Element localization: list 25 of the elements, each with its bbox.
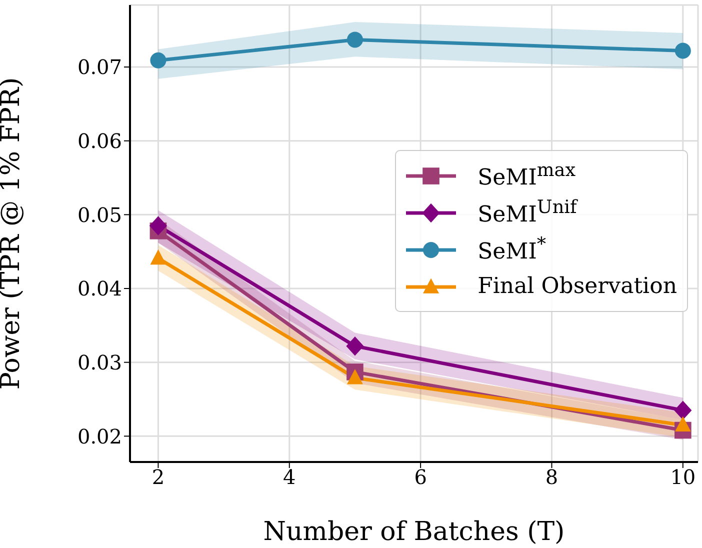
x-tick-label: 10: [670, 465, 696, 490]
point: [150, 249, 166, 265]
legend-label: SeMI$^{max}$: [478, 160, 576, 191]
x-tick-label: 6: [414, 465, 427, 490]
x-tick-label: 8: [545, 465, 558, 490]
x-axis-title: Number of Batches (T): [263, 517, 565, 547]
legend-label: SeMI$^{*}$: [478, 234, 546, 265]
x-tick-label: 2: [152, 465, 165, 490]
point: [674, 416, 691, 432]
y-tick-label: 0.03: [77, 350, 122, 374]
y-tick-label: 0.05: [77, 202, 122, 227]
point: [346, 336, 364, 356]
x-tick-label: 4: [283, 465, 296, 490]
point: [346, 32, 363, 48]
point: [674, 42, 691, 59]
legend-label: Final Observation: [478, 274, 677, 299]
y-tick-label: 0.07: [77, 55, 122, 80]
point: [149, 216, 168, 236]
point: [150, 52, 166, 68]
y-tick-label: 0.06: [77, 128, 122, 153]
y-tick-label: 0.04: [77, 276, 122, 301]
y-tick-label: 0.02: [77, 424, 122, 448]
legend-label: SeMI$^{Unif}$: [478, 197, 577, 228]
point: [346, 369, 363, 384]
point: [674, 400, 692, 420]
